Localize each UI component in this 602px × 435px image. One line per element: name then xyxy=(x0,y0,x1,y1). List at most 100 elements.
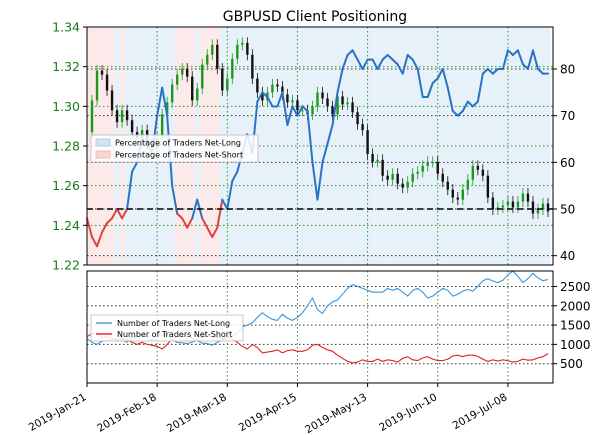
legend-swatch-net-long-pct xyxy=(95,138,111,147)
candle-body xyxy=(181,68,184,75)
date-tick-label: 2019-Jul-08 xyxy=(451,391,510,432)
date-tick-label: 2019-Mar-18 xyxy=(165,391,229,435)
percentage-line-segment xyxy=(216,198,224,229)
candle-body xyxy=(120,110,124,123)
legend-label-net-short-count: Number of Traders Net-Short xyxy=(117,330,232,339)
percentage-line-segment xyxy=(376,58,384,70)
candle-body xyxy=(411,173,414,182)
candle-body xyxy=(165,102,169,115)
count-tick-label: 500 xyxy=(560,357,583,371)
fill-band-long xyxy=(400,27,406,265)
fill-band-long xyxy=(460,27,466,265)
fill-band-long xyxy=(490,27,496,265)
fill-band-long xyxy=(390,27,396,265)
percent-tick-label: 70 xyxy=(560,109,575,123)
percentage-line-segment xyxy=(491,68,499,75)
date-tick-label: 2019-Apr-15 xyxy=(237,391,299,434)
candle-body xyxy=(541,203,545,210)
price-axis: 1.22 1.24 1.26 1.28 1.30 1.32 1.34 xyxy=(52,20,87,273)
candle-body xyxy=(471,165,475,180)
fill-band-long xyxy=(274,27,280,265)
date-tick-label: 2019-Feb-18 xyxy=(95,391,158,435)
fill-band-long xyxy=(380,27,386,265)
fill-band-long xyxy=(294,27,300,265)
percentage-line-segment xyxy=(211,226,219,238)
candle-body xyxy=(110,90,114,111)
percentage-line-segment xyxy=(261,91,269,98)
candle-body xyxy=(271,84,274,93)
fill-band-long xyxy=(370,27,376,265)
percent-tick-label: 80 xyxy=(560,63,575,77)
percentage-line-segment xyxy=(476,72,484,103)
percentage-line-segment xyxy=(436,68,444,80)
percent-tick-label: 60 xyxy=(560,156,575,170)
percentage-line-segment xyxy=(431,77,439,84)
candle-body xyxy=(516,201,520,208)
candle-body xyxy=(216,44,219,69)
candle-body xyxy=(406,181,409,188)
count-tick-label: 1500 xyxy=(560,319,591,333)
percentage-line-segment xyxy=(371,58,379,70)
candle-body xyxy=(441,173,444,182)
fill-band-long xyxy=(355,27,361,265)
chart-title: GBPUSD Client Positioning xyxy=(223,9,407,25)
percentage-line-segment xyxy=(396,63,404,75)
percentage-line-segment xyxy=(531,49,539,70)
legend-swatch-net-short-pct xyxy=(95,150,111,159)
percentage-line-segment xyxy=(446,86,454,112)
percentage-line-segment xyxy=(331,91,339,126)
candle-body xyxy=(506,201,510,206)
candle-body xyxy=(361,124,364,131)
candle-body xyxy=(456,197,459,200)
fill-band-long xyxy=(500,27,506,265)
percentage-line-segment xyxy=(536,68,544,75)
candle-body xyxy=(90,100,94,133)
candle-body xyxy=(476,165,480,170)
fill-band-long xyxy=(495,27,501,265)
top-legend: Percentage of Traders Net-Long Percentag… xyxy=(90,134,259,163)
fill-band-long xyxy=(320,27,325,265)
percentage-line-segment xyxy=(131,161,139,173)
candle-body xyxy=(466,179,470,190)
candle-body xyxy=(341,96,344,105)
percentage-line-segment xyxy=(111,208,119,220)
fill-band-long xyxy=(455,27,461,265)
fill-band-long xyxy=(535,27,541,265)
candle-body xyxy=(391,173,394,180)
candle-body xyxy=(366,130,369,154)
trader-count-axis: 500 1000 1500 2000 2500 xyxy=(553,280,591,371)
candle-body xyxy=(356,112,359,125)
fill-band-long xyxy=(520,27,526,265)
candle-body xyxy=(481,169,485,176)
legend-label-net-long-count: Number of Traders Net-Long xyxy=(117,319,230,328)
candle-body xyxy=(486,175,490,198)
fill-band-long xyxy=(395,27,401,265)
candle-body xyxy=(396,173,399,184)
candle-body xyxy=(125,110,129,121)
percentage-line-segment xyxy=(471,100,479,108)
percentage-line-segment xyxy=(186,217,194,229)
candle-body xyxy=(276,84,279,87)
percentage-line-segment xyxy=(361,58,369,70)
candle-body xyxy=(100,70,104,75)
candle-body xyxy=(501,205,505,208)
fill-band-long xyxy=(375,27,381,265)
candle-body xyxy=(186,68,189,77)
fill-band-long xyxy=(475,27,481,265)
percentage-line-segment xyxy=(201,217,209,229)
bottom-legend: Number of Traders Net-Long Number of Tra… xyxy=(90,314,244,342)
candle-body xyxy=(246,42,249,55)
percent-tick-label: 50 xyxy=(560,203,575,217)
percentage-line-segment xyxy=(341,54,349,70)
percentage-line-segment xyxy=(306,110,314,164)
percentage-line-segment xyxy=(416,68,424,98)
candle-body xyxy=(546,203,550,212)
bottom-panel-frame xyxy=(86,270,554,384)
percentage-line-segment xyxy=(106,217,114,224)
fill-band-long xyxy=(530,27,536,265)
candle-body xyxy=(326,98,329,107)
candle-body xyxy=(296,100,299,111)
date-tick-label: 2019-May-13 xyxy=(303,391,369,435)
percentage-line-segment xyxy=(311,161,319,201)
candle-body xyxy=(371,153,374,162)
